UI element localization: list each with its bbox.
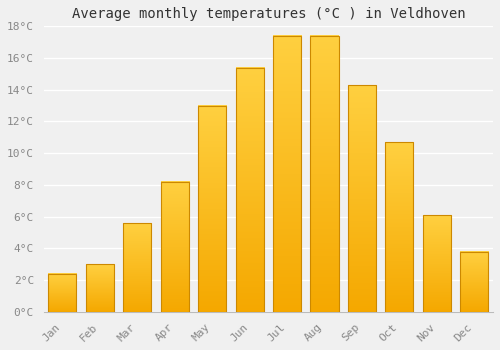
Title: Average monthly temperatures (°C ) in Veldhoven: Average monthly temperatures (°C ) in Ve… — [72, 7, 465, 21]
Bar — [123, 223, 152, 312]
Bar — [348, 85, 376, 312]
Bar — [86, 264, 114, 312]
Bar — [423, 215, 451, 312]
Bar — [198, 106, 226, 312]
Bar — [310, 36, 338, 312]
Bar — [273, 36, 301, 312]
Bar — [160, 182, 189, 312]
Bar — [460, 252, 488, 312]
Bar — [236, 68, 264, 312]
Bar — [48, 274, 76, 312]
Bar — [386, 142, 413, 312]
